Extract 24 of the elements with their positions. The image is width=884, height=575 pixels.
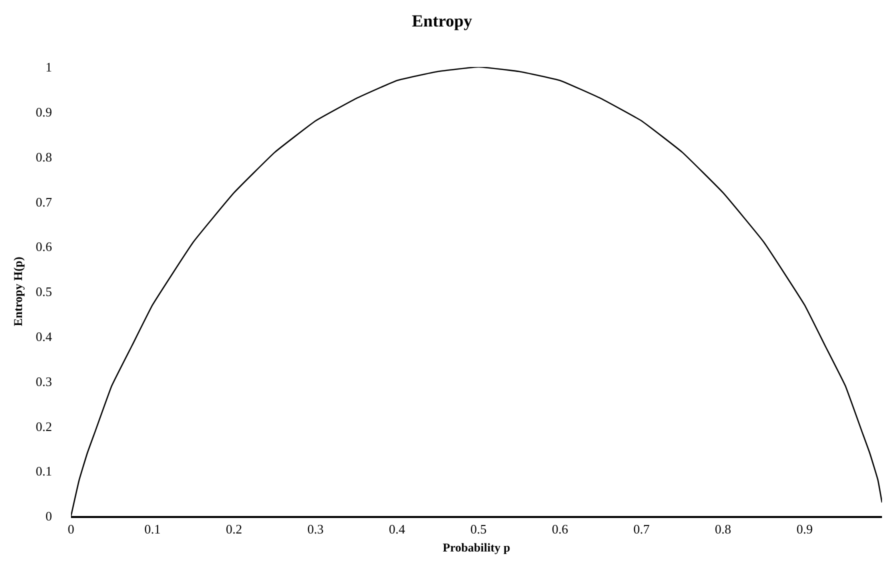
x-tick-label: 0.9 [796,521,813,536]
x-tick-label: 0.7 [633,521,650,536]
chart-title: Entropy [412,11,473,30]
y-tick-label: 0.5 [36,284,52,300]
y-tick-label: 0.7 [36,194,52,210]
y-tick-label: 0.2 [36,418,52,434]
x-tick-label: 0.8 [714,521,732,536]
y-tick-label: 0 [46,508,52,524]
x-tick-label: 0.1 [144,521,161,536]
y-tick-label: 1 [46,60,52,75]
y-tick-label: 0.9 [36,104,52,120]
x-tick-label: 0.2 [226,521,242,536]
y-tick-label: 0.8 [36,149,52,164]
x-tick-label: 0.4 [388,521,406,536]
y-tick-label: 0.4 [36,328,52,344]
y-tick-label: 0.6 [36,239,52,254]
x-tick-label: 0.6 [552,521,569,536]
y-tick-label: 0.1 [36,464,52,479]
x-tick-label: 0.3 [307,521,324,536]
x-axis-title: Probability p [442,540,511,555]
y-axis-title: Entropy H(p) [11,256,26,326]
y-tick-label: 0.3 [36,374,52,389]
x-tick-label: 0 [68,521,74,536]
x-tick-label: 0.5 [470,521,487,536]
